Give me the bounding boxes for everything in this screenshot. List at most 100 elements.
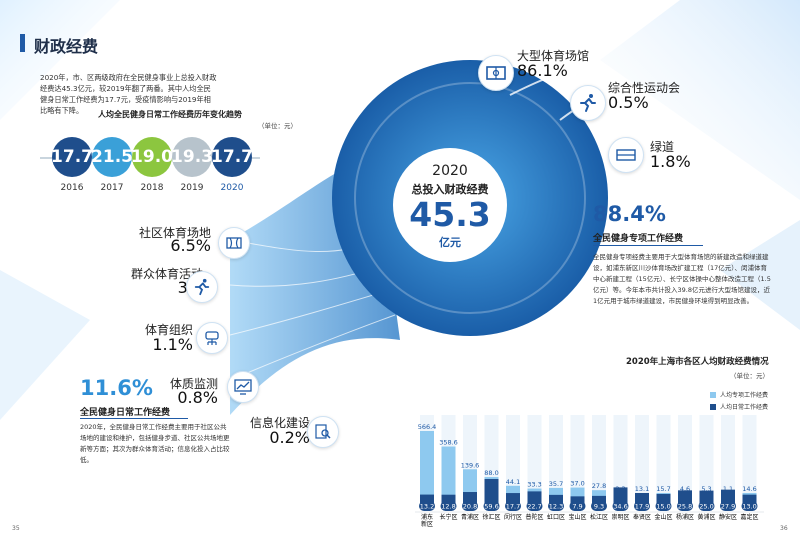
- bar-daily-pill-11: [655, 501, 672, 511]
- title-bar-decoration: [20, 34, 25, 52]
- bar-daily-label-13: 25.0: [699, 503, 713, 511]
- bar-track-9: [613, 415, 628, 507]
- bar-track-5: [527, 415, 542, 507]
- bg-shape-right: [720, 220, 800, 330]
- special-summary-text: 全民健身专项经费主要用于大型体育场馆的新建改造和绿道建设，如浦东新区川沙体育场改…: [593, 253, 771, 305]
- category-label-3: 徐汇区: [482, 513, 500, 521]
- category-label-14: 静安区: [719, 513, 737, 521]
- bar-daily-label-2: 20.8: [463, 503, 477, 511]
- category-label-11: 金山区: [654, 513, 672, 521]
- info-search-icon: [307, 416, 339, 448]
- trend-unit: （单位：元）: [258, 122, 297, 130]
- bar-daily-pill-12: [677, 501, 693, 511]
- category-label-7: 宝山区: [568, 513, 586, 521]
- trend-value-2017: 21.5: [91, 137, 133, 177]
- bar-special-1: [441, 446, 456, 507]
- legend-swatch-0: [710, 392, 716, 398]
- bar-track-7: [570, 415, 585, 507]
- runner-icon: [570, 85, 606, 121]
- bar-special-label-3: 88.0: [484, 469, 498, 477]
- bar-special-label-8: 27.8: [592, 482, 606, 490]
- center-unit: 亿元: [439, 236, 461, 249]
- category-label-9: 崇明区: [611, 514, 629, 521]
- trend-value-2018: 19.0: [131, 137, 173, 177]
- community-court-icon: [218, 227, 250, 259]
- chart-unit: （单位：元）: [730, 372, 769, 380]
- special-summary-pct: 88.4%: [593, 202, 666, 226]
- bg-shape-top-left: [0, 0, 120, 120]
- stadium-icon: [478, 55, 514, 91]
- bar-special-label-2: 139.6: [461, 461, 480, 469]
- special-item-pct-2: 1.8%: [650, 152, 691, 171]
- special-item-pct-0: 86.1%: [517, 61, 568, 80]
- center-value: 45.3: [409, 195, 491, 234]
- bar-special-label-1: 358.6: [439, 439, 458, 447]
- trend-value-2019: 19.3: [171, 137, 213, 177]
- bar-daily-pill-13: [698, 501, 715, 511]
- category-label-8: 松江区: [590, 513, 608, 521]
- section-title: 财政经费: [34, 37, 99, 56]
- bg-shape-left: [0, 270, 90, 420]
- category-label-10: 奉贤区: [633, 513, 651, 521]
- daily-summary-title: 全民健身日常工作经费: [80, 408, 171, 418]
- daily-item-label-3: 体质监测: [169, 377, 218, 391]
- bg-shape-top-right: [600, 0, 800, 200]
- bar-track-12: [678, 415, 692, 507]
- daily-item-label-2: 体育组织: [144, 323, 193, 337]
- category-label-13: 黄浦区: [697, 513, 715, 521]
- bar-daily-3: [484, 479, 499, 507]
- special-item-label-2: 绿道: [650, 140, 675, 154]
- bar-special-label-10: 13.1: [635, 485, 649, 493]
- trend-year-2016: 2016: [60, 183, 84, 193]
- trend-year-2018: 2018: [140, 183, 164, 193]
- bar-daily-label-3: 59.6: [484, 503, 498, 511]
- page-number-left: 35: [12, 525, 20, 532]
- bar-daily-label-14: 27.9: [721, 503, 735, 511]
- total-inner-circle: [393, 148, 507, 262]
- daily-summary-divider: [80, 418, 188, 419]
- legend-label-1: 人均日常工作经费: [720, 403, 768, 411]
- bar-daily-pill-3: [483, 501, 500, 511]
- bar-track-8: [592, 415, 606, 507]
- bar-daily-label-9: 34.6: [613, 503, 627, 511]
- greenway-icon: [608, 137, 644, 173]
- daily-item-label-1: 群众体育活动: [130, 267, 203, 281]
- bar-special-label-13: 5.3: [701, 485, 711, 493]
- running-person-icon: [186, 271, 218, 303]
- category-label-15: 嘉定区: [740, 513, 758, 521]
- bar-daily-pill-1: [440, 501, 457, 511]
- bar-special-label-5: 33.3: [527, 481, 541, 489]
- bar-track-6: [549, 415, 563, 507]
- legend-swatch-1: [710, 404, 716, 410]
- special-item-label-0: 大型体育场馆: [517, 49, 590, 63]
- bar-track-15: [742, 415, 757, 507]
- daily-item-pct-3: 0.8%: [177, 388, 218, 407]
- center-year: 2020: [432, 163, 468, 179]
- bar-track-13: [699, 415, 714, 507]
- trend-year-2020: 2020: [220, 183, 244, 193]
- bar-daily-label-8: 9.3: [594, 503, 604, 511]
- special-item-pct-1: 0.5%: [608, 93, 649, 112]
- bar-daily-pill-8: [591, 501, 607, 511]
- trend-title: 人均全民健身日常工作经费历年变化趋势: [98, 110, 242, 119]
- bar-special-label-4: 44.1: [506, 478, 520, 486]
- special-summary-divider: [593, 245, 703, 246]
- bar-special-label-14: 1.1: [723, 485, 733, 493]
- bar-special-label-7: 37.0: [570, 480, 584, 488]
- daily-item-pct-0: 6.5%: [170, 236, 211, 255]
- category-label-4: 闵行区: [504, 513, 522, 521]
- category-label-12: 杨浦区: [676, 513, 694, 521]
- daily-item-label-4: 信息化建设: [249, 416, 310, 430]
- bar-daily-pill-5: [526, 501, 543, 511]
- daily-item-pct-4: 0.2%: [269, 428, 310, 447]
- category-label-0: 浦东新区: [421, 513, 433, 528]
- bar-daily-pill-2: [462, 501, 478, 511]
- bar-daily-label-1: 12.8: [441, 503, 455, 511]
- bar-daily-label-5: 22.7: [527, 503, 541, 511]
- bar-special-label-15: 14.6: [742, 485, 756, 493]
- page-number-right: 36: [780, 525, 788, 532]
- bar-special-label-0: 566.4: [418, 423, 437, 431]
